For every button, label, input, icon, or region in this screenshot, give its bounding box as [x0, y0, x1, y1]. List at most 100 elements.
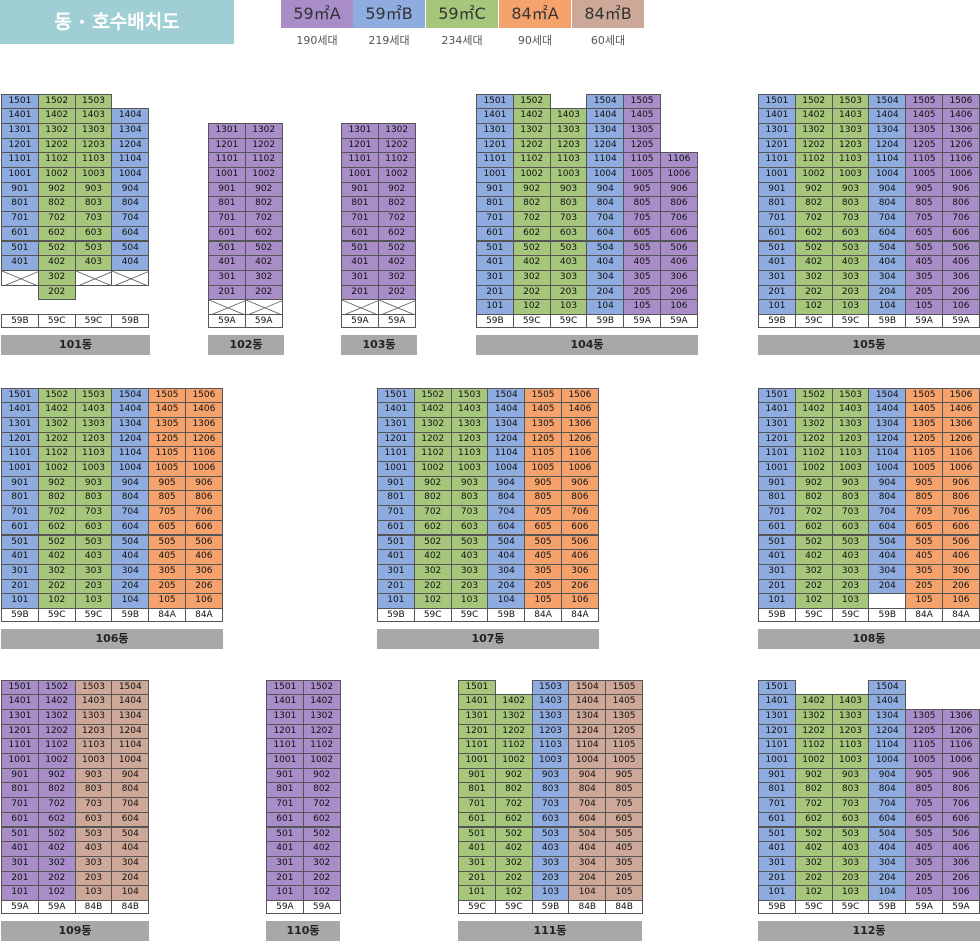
unit-type-label: 59A [377, 314, 416, 328]
building-label: 110동 [266, 921, 340, 941]
unit-1401: 1401 [266, 694, 304, 710]
building-label: 107동 [377, 629, 599, 649]
unit-506: 506 [561, 534, 599, 551]
unit-1401: 1401 [458, 694, 496, 710]
unit-702: 702 [794, 211, 833, 227]
unit-401: 401 [476, 255, 514, 271]
unit-502: 502 [37, 240, 76, 257]
unit-1306: 1306 [942, 122, 980, 139]
unit-904: 904 [868, 475, 907, 492]
unit-803: 803 [74, 490, 113, 507]
unit-type-label: 84B [605, 900, 643, 914]
unit-type-label: 59B [868, 900, 907, 914]
unit-1104: 1104 [111, 152, 150, 168]
unit-1105: 1105 [524, 446, 562, 462]
unit-1202: 1202 [377, 137, 416, 154]
unit-801: 801 [1, 782, 39, 799]
unit-1504: 1504 [111, 679, 150, 696]
unit-502: 502 [794, 534, 833, 551]
unit-1101: 1101 [1, 152, 39, 168]
unit-102: 102 [494, 885, 533, 901]
unit-801: 801 [758, 782, 796, 799]
unit-503: 503 [831, 240, 870, 257]
unit-1501: 1501 [758, 387, 796, 404]
unit-1304: 1304 [111, 708, 150, 725]
unit-704: 704 [586, 211, 625, 227]
unit-1501: 1501 [758, 93, 796, 110]
unit-1406: 1406 [942, 108, 980, 124]
unit-504: 504 [568, 826, 607, 843]
unit-1403: 1403 [531, 694, 570, 710]
unit-306: 306 [942, 855, 980, 872]
unit-203: 203 [74, 870, 113, 887]
unit-type-label: 59C [37, 314, 76, 328]
unit-202: 202 [302, 870, 341, 887]
unit-601: 601 [758, 811, 796, 828]
unit-805: 805 [605, 782, 643, 799]
unit-703: 703 [74, 505, 113, 521]
unit-605: 605 [605, 811, 643, 828]
unit-605: 605 [905, 811, 943, 828]
legend-59b-count: 219세대 [368, 34, 410, 47]
unit-702: 702 [413, 505, 452, 521]
unit-401: 401 [266, 841, 304, 857]
unit-1303: 1303 [74, 708, 113, 725]
building-label: 102동 [208, 335, 284, 355]
unit-701: 701 [458, 797, 496, 813]
unit-702: 702 [377, 211, 416, 227]
unit-1403: 1403 [549, 108, 588, 124]
unit-101: 101 [1, 593, 39, 609]
unit-105: 105 [524, 593, 562, 609]
unit-405: 405 [605, 841, 643, 857]
unit-802: 802 [37, 490, 76, 507]
unit-empty [341, 299, 379, 315]
unit-703: 703 [549, 211, 588, 227]
unit-806: 806 [185, 490, 223, 507]
unit-904: 904 [586, 181, 625, 198]
unit-1304: 1304 [111, 122, 150, 139]
unit-503: 503 [531, 826, 570, 843]
unit-103: 103 [450, 593, 489, 609]
unit-101: 101 [758, 885, 796, 901]
unit-101: 101 [758, 593, 796, 609]
unit-803: 803 [450, 490, 489, 507]
unit-type-label: 59C [794, 900, 833, 914]
unit-1502: 1502 [37, 93, 76, 110]
unit-802: 802 [37, 196, 76, 213]
unit-506: 506 [942, 534, 980, 551]
unit-106: 106 [942, 593, 980, 609]
unit-301: 301 [341, 269, 379, 286]
unit-702: 702 [494, 797, 533, 813]
unit-501: 501 [1, 534, 39, 551]
unit-1102: 1102 [302, 738, 341, 754]
unit-1401: 1401 [377, 402, 415, 418]
unit-303: 303 [74, 855, 113, 872]
unit-1301: 1301 [208, 122, 246, 139]
unit-206: 206 [185, 578, 223, 595]
unit-501: 501 [341, 240, 379, 257]
unit-801: 801 [208, 196, 246, 213]
unit-903: 903 [74, 181, 113, 198]
unit-1304: 1304 [868, 122, 907, 139]
legend-59c: 59㎡C [426, 0, 498, 28]
unit-1303: 1303 [549, 122, 588, 139]
unit-type-label: 59C [512, 314, 551, 328]
unit-1002: 1002 [794, 753, 833, 769]
unit-303: 303 [531, 855, 570, 872]
unit-1205: 1205 [905, 723, 943, 740]
unit-402: 402 [37, 841, 76, 857]
unit-901: 901 [1, 475, 39, 492]
unit-704: 704 [868, 505, 907, 521]
unit-602: 602 [794, 225, 833, 242]
unit-1402: 1402 [794, 402, 833, 418]
unit-305: 305 [524, 563, 562, 580]
unit-304: 304 [868, 269, 907, 286]
unit-903: 903 [450, 475, 489, 492]
unit-1301: 1301 [476, 122, 514, 139]
unit-204: 204 [487, 578, 526, 595]
unit-empty [1, 269, 39, 286]
unit-1201: 1201 [758, 431, 796, 448]
unit-1302: 1302 [512, 122, 551, 139]
unit-type-label: 59A [660, 314, 698, 328]
unit-1302: 1302 [302, 708, 341, 725]
